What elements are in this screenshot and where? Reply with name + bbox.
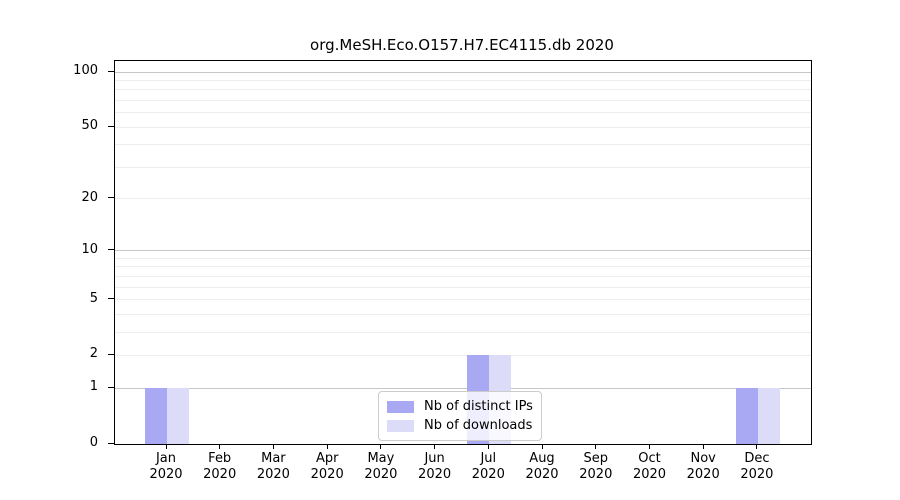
x-axis-tick: [326, 444, 328, 449]
x-axis-tick-label: Jan 2020: [134, 451, 198, 483]
x-axis-tick-label: Jul 2020: [456, 451, 520, 483]
minor-gridline: [115, 266, 811, 268]
y-axis-tick: [108, 353, 114, 355]
minor-gridline: [115, 79, 811, 81]
bar-downloads: [757, 388, 780, 444]
x-axis-tick-label: May 2020: [349, 451, 413, 483]
minor-gridline: [115, 275, 811, 277]
y-axis-tick-label: 50: [81, 118, 98, 134]
x-tick-month: Mar: [261, 451, 286, 466]
x-tick-month: Aug: [529, 451, 555, 466]
x-axis-tick: [702, 444, 704, 449]
x-tick-year: 2020: [632, 467, 667, 482]
x-tick-year: 2020: [579, 467, 613, 482]
x-tick-month: Apr: [315, 451, 339, 466]
minor-gridline: [115, 89, 811, 91]
x-tick-year: 2020: [471, 467, 505, 482]
x-axis-tick-label: Mar 2020: [241, 451, 305, 483]
y-axis-tick: [108, 249, 114, 251]
bar-distinct-ips: [735, 388, 758, 444]
x-axis-tick-label: Apr 2020: [295, 451, 359, 483]
x-axis-tick-label: Jun 2020: [403, 451, 467, 483]
x-tick-year: 2020: [310, 467, 344, 482]
x-axis-tick: [165, 444, 167, 449]
y-axis-tick: [108, 386, 114, 388]
x-axis-tick: [380, 444, 382, 449]
y-axis-tick: [108, 442, 114, 444]
legend-item: Nb of downloads: [387, 416, 533, 435]
x-axis-tick-label: Sep 2020: [564, 451, 628, 483]
x-axis-tick: [219, 444, 221, 449]
minor-gridline: [115, 299, 811, 301]
legend-label: Nb of downloads: [424, 418, 533, 433]
y-axis-tick: [108, 70, 114, 72]
x-tick-month: Jan: [155, 451, 177, 466]
minor-gridline: [115, 257, 811, 259]
x-axis-tick: [541, 444, 543, 449]
chart-title: org.MeSH.Eco.O157.H7.EC4115.db 2020: [310, 36, 614, 54]
minor-gridline: [115, 313, 811, 315]
x-tick-year: 2020: [364, 467, 398, 482]
x-axis-tick-label: Nov 2020: [671, 451, 735, 483]
minor-gridline: [115, 286, 811, 288]
x-axis-tick: [434, 444, 436, 449]
minor-gridline: [115, 99, 811, 101]
x-axis-tick: [272, 444, 274, 449]
minor-gridline: [115, 144, 811, 146]
bar-downloads: [167, 388, 189, 444]
y-axis-tick: [108, 298, 114, 300]
x-tick-year: 2020: [686, 467, 720, 482]
minor-gridline: [115, 166, 811, 168]
y-axis-tick-label: 100: [73, 63, 98, 78]
x-axis-tick: [756, 444, 758, 449]
minor-gridline: [115, 112, 811, 114]
major-gridline: [115, 250, 811, 252]
x-tick-month: Sep: [583, 451, 609, 466]
x-tick-year: 2020: [418, 467, 452, 482]
legend: Nb of distinct IPs Nb of downloads: [378, 391, 542, 441]
minor-gridline: [115, 198, 811, 200]
major-gridline: [115, 387, 811, 389]
minor-gridline: [115, 331, 811, 333]
x-axis-tick-label: Aug 2020: [510, 451, 574, 483]
y-axis-tick: [108, 197, 114, 199]
legend-swatch-downloads: [387, 419, 414, 432]
x-axis-tick: [595, 444, 597, 449]
bar-distinct-ips: [145, 388, 167, 444]
x-axis-tick: [487, 444, 489, 449]
x-tick-year: 2020: [740, 467, 774, 482]
y-axis-tick-label: 1: [89, 379, 98, 395]
minor-gridline: [115, 354, 811, 356]
plot-area: Nb of distinct IPs Nb of downloads: [114, 60, 812, 445]
minor-gridline: [115, 126, 811, 128]
x-axis-tick-label: Feb 2020: [188, 451, 252, 483]
x-tick-month: Jun: [424, 451, 445, 466]
x-axis-tick: [649, 444, 650, 449]
x-tick-year: 2020: [149, 467, 183, 482]
x-axis-tick-label: Dec 2020: [725, 451, 789, 483]
x-tick-month: Feb: [208, 451, 232, 466]
x-tick-year: 2020: [525, 467, 559, 482]
x-tick-month: Oct: [638, 451, 661, 466]
major-gridline: [115, 71, 811, 73]
y-axis-tick-label: 20: [81, 189, 98, 205]
x-tick-year: 2020: [256, 467, 290, 482]
y-axis-tick: [108, 125, 114, 127]
legend-item: Nb of distinct IPs: [387, 397, 533, 416]
x-axis-tick-label: Oct 2020: [618, 451, 682, 483]
x-tick-month: Nov: [690, 451, 716, 466]
legend-swatch-distinct-ips: [387, 400, 414, 413]
y-axis-tick-label: 0: [89, 435, 98, 450]
y-axis-tick-label: 5: [89, 290, 98, 306]
y-axis-tick-label: 10: [81, 241, 98, 257]
y-axis-tick-label: 2: [89, 346, 98, 362]
x-tick-year: 2020: [203, 467, 237, 482]
x-tick-month: Dec: [744, 451, 770, 466]
x-tick-month: May: [367, 451, 395, 466]
x-tick-month: Jul: [480, 451, 497, 466]
legend-label: Nb of distinct IPs: [424, 399, 533, 414]
